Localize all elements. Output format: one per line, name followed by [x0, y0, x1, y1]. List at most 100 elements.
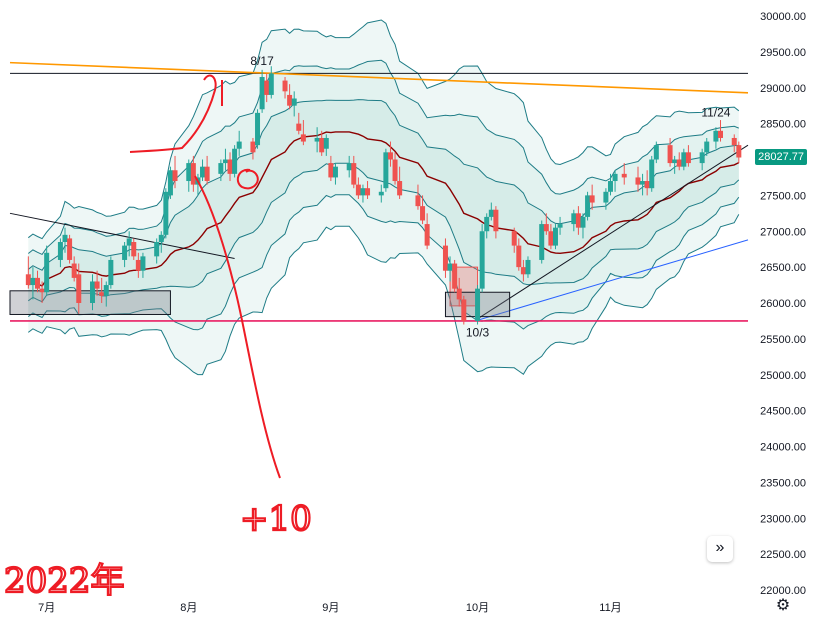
candle-body	[717, 130, 723, 138]
candle-body	[25, 274, 31, 286]
candle-body	[493, 209, 499, 232]
candle-body	[200, 166, 206, 178]
y-tick-label: 30000.00	[760, 11, 806, 23]
x-axis[interactable]: 7月 8月 9月 10月 11月	[38, 602, 622, 614]
candle-body	[236, 141, 242, 149]
candle-body	[90, 281, 96, 303]
candle-body	[552, 227, 558, 246]
candles-layer	[25, 66, 742, 325]
last-price-label: 28027.77	[755, 149, 807, 165]
candle-body	[461, 299, 467, 321]
candle-body	[704, 141, 710, 153]
candle-body	[520, 267, 526, 275]
handwritten-arrow-stroke	[129, 74, 217, 153]
y-axis[interactable]: 30000.0029500.0029000.0028500.0028000.00…	[760, 11, 806, 597]
candle-body	[351, 163, 357, 185]
candle-body	[255, 112, 261, 146]
candle-body	[76, 274, 82, 303]
candle-body	[158, 234, 164, 243]
candle-body	[323, 137, 329, 149]
black-downtrend-line	[9, 212, 235, 260]
handwritten-circle	[236, 168, 259, 190]
candle-body	[548, 231, 554, 246]
candle-body	[479, 231, 485, 289]
annotations-layer: 8/17 10/3 11/24	[250, 54, 730, 340]
candle-body	[640, 181, 646, 185]
y-tick-label: 23500.00	[760, 477, 806, 489]
annotation-label: 11/24	[701, 105, 730, 119]
candle-body	[484, 216, 490, 232]
candle-body	[653, 145, 659, 160]
candle-body	[355, 184, 361, 196]
y-tick-label: 26500.00	[760, 262, 806, 274]
y-tick-label: 22000.00	[760, 585, 806, 597]
candle-body	[232, 148, 238, 174]
handwritten-layer: +10 2022年	[3, 74, 313, 602]
x-tick-label: 7月	[38, 602, 55, 614]
band-3sigma-lower	[27, 214, 740, 376]
candle-body	[167, 170, 173, 196]
candle-body	[94, 281, 100, 289]
candle-body	[378, 191, 384, 196]
candle-body	[172, 170, 178, 182]
candle-body	[713, 130, 719, 142]
candle-body	[300, 134, 306, 142]
candle-body	[571, 213, 577, 225]
candle-body	[539, 224, 545, 260]
black-uptrend-line	[477, 144, 749, 320]
candle-body	[250, 141, 256, 153]
candle-body	[580, 216, 586, 228]
candle-body	[259, 76, 265, 110]
y-tick-label: 25000.00	[760, 370, 806, 382]
candle-body	[543, 224, 549, 232]
x-tick-label: 11月	[599, 602, 621, 614]
candle-body	[163, 191, 169, 235]
candle-body	[447, 263, 453, 271]
candle-body	[264, 80, 270, 95]
candle-body	[612, 173, 618, 182]
candle-body	[319, 137, 325, 153]
candle-body	[420, 206, 426, 221]
candle-body	[154, 242, 160, 257]
y-tick-label: 24500.00	[760, 406, 806, 418]
candle-body	[287, 94, 293, 106]
settings-gear-icon[interactable]: ⚙	[775, 597, 791, 614]
x-tick-label: 9月	[322, 602, 339, 614]
y-tick-label: 28500.00	[760, 119, 806, 131]
candle-body	[603, 191, 609, 203]
candle-body	[360, 188, 366, 196]
orange-trendline	[9, 61, 749, 94]
candle-body	[525, 259, 531, 275]
y-tick-label: 24000.00	[760, 442, 806, 454]
candle-body	[218, 163, 224, 174]
candle-body	[607, 181, 613, 192]
candle-body	[511, 231, 517, 246]
blue-uptrend-line	[477, 239, 749, 321]
candle-body	[296, 123, 302, 131]
y-tick-label: 22500.00	[760, 549, 806, 561]
candle-body	[672, 159, 678, 164]
candle-body	[314, 137, 320, 142]
candle-body	[415, 195, 421, 207]
candle-body	[585, 195, 591, 217]
candle-body	[67, 238, 73, 260]
candle-body	[126, 238, 132, 246]
lines-layer	[9, 61, 749, 322]
annotation-label: 10/3	[466, 326, 490, 340]
candle-body	[387, 152, 393, 160]
candle-body	[131, 242, 137, 257]
band-fill-inner	[28, 99, 739, 302]
candle-body	[291, 98, 297, 106]
candle-body	[328, 163, 334, 178]
y-tick-label: 29500.00	[760, 47, 806, 59]
candle-body	[649, 159, 655, 189]
scroll-to-realtime-button[interactable]: »	[707, 536, 733, 562]
candle-body	[383, 152, 389, 189]
candle-body	[227, 159, 233, 174]
candle-body	[424, 224, 430, 246]
y-tick-label: 26000.00	[760, 298, 806, 310]
candle-body	[222, 159, 228, 164]
candle-body	[676, 159, 682, 167]
